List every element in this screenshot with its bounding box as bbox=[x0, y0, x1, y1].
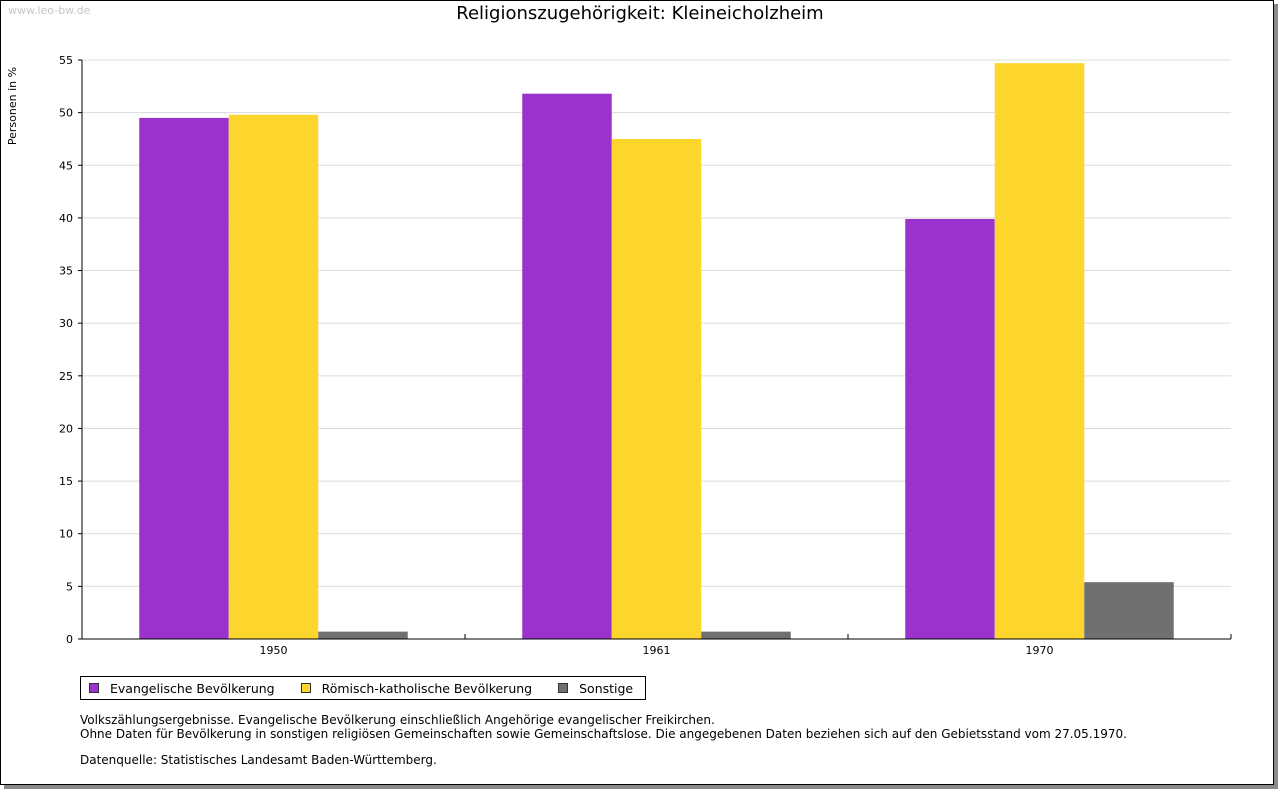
x-tick-label: 1961 bbox=[643, 644, 671, 657]
y-tick-label: 50 bbox=[59, 107, 73, 120]
bar-chart: 0 5 10 15 20 25 30 35 40 45 50 55 1950 1961 1970 Perso… bbox=[6, 54, 1232, 657]
legend-swatch bbox=[89, 683, 99, 693]
legend-item: Sonstige bbox=[558, 681, 633, 696]
footnotes: Volkszählungsergebnisse. Evangelische Be… bbox=[80, 713, 1127, 741]
bars bbox=[139, 63, 1174, 640]
y-tick-label: 15 bbox=[59, 475, 73, 488]
bar bbox=[994, 63, 1085, 639]
y-tick-label: 30 bbox=[59, 317, 73, 330]
footnote-line-2: Ohne Daten für Bevölkerung in sonstigen … bbox=[80, 727, 1127, 741]
legend: Evangelische Bevölkerung Römisch-katholis… bbox=[80, 676, 647, 700]
y-tick-label: 10 bbox=[59, 528, 73, 541]
footnote-line-1: Volkszählungsergebnisse. Evangelische Be… bbox=[80, 713, 715, 727]
y-tick-label: 25 bbox=[59, 370, 73, 383]
y-tick-label: 40 bbox=[59, 212, 73, 225]
bar bbox=[701, 631, 791, 639]
bar bbox=[905, 218, 995, 639]
y-tick-label: 55 bbox=[59, 54, 73, 67]
bar bbox=[228, 114, 319, 639]
legend-swatch bbox=[558, 683, 569, 693]
y-tick-label: 0 bbox=[66, 633, 73, 646]
legend-item: Evangelische Bevölkerung bbox=[89, 681, 275, 696]
legend-label: Römisch-katholische Bevölkerung bbox=[321, 680, 533, 696]
y-tick-label: 35 bbox=[59, 265, 73, 278]
bar bbox=[139, 117, 229, 639]
legend-swatch bbox=[300, 683, 311, 693]
y-tick-label: 5 bbox=[66, 580, 73, 593]
data-source: Datenquelle: Statistisches Landesamt Bad… bbox=[80, 753, 437, 767]
bar bbox=[1084, 582, 1174, 639]
legend-label: Evangelische Bevölkerung bbox=[110, 680, 275, 696]
legend-label: Sonstige bbox=[579, 680, 634, 696]
y-tick-label: 45 bbox=[59, 159, 73, 172]
x-tick-label: 1950 bbox=[260, 644, 288, 657]
x-tick-label: 1970 bbox=[1026, 644, 1054, 657]
y-axis-label: Personen in % bbox=[6, 67, 19, 145]
watermark: www.leo-bw.de bbox=[8, 4, 91, 17]
axes: 0 5 10 15 20 25 30 35 40 45 50 55 1950 1961 1970 bbox=[59, 54, 1232, 657]
y-tick-label: 20 bbox=[59, 422, 73, 435]
legend-item: Römisch-katholische Bevölkerung bbox=[300, 680, 533, 696]
chart-title: Religionszugehörigkeit: Kleineicholzheim bbox=[456, 3, 824, 24]
bar bbox=[522, 93, 612, 640]
bar bbox=[318, 631, 408, 639]
bar bbox=[611, 138, 702, 640]
